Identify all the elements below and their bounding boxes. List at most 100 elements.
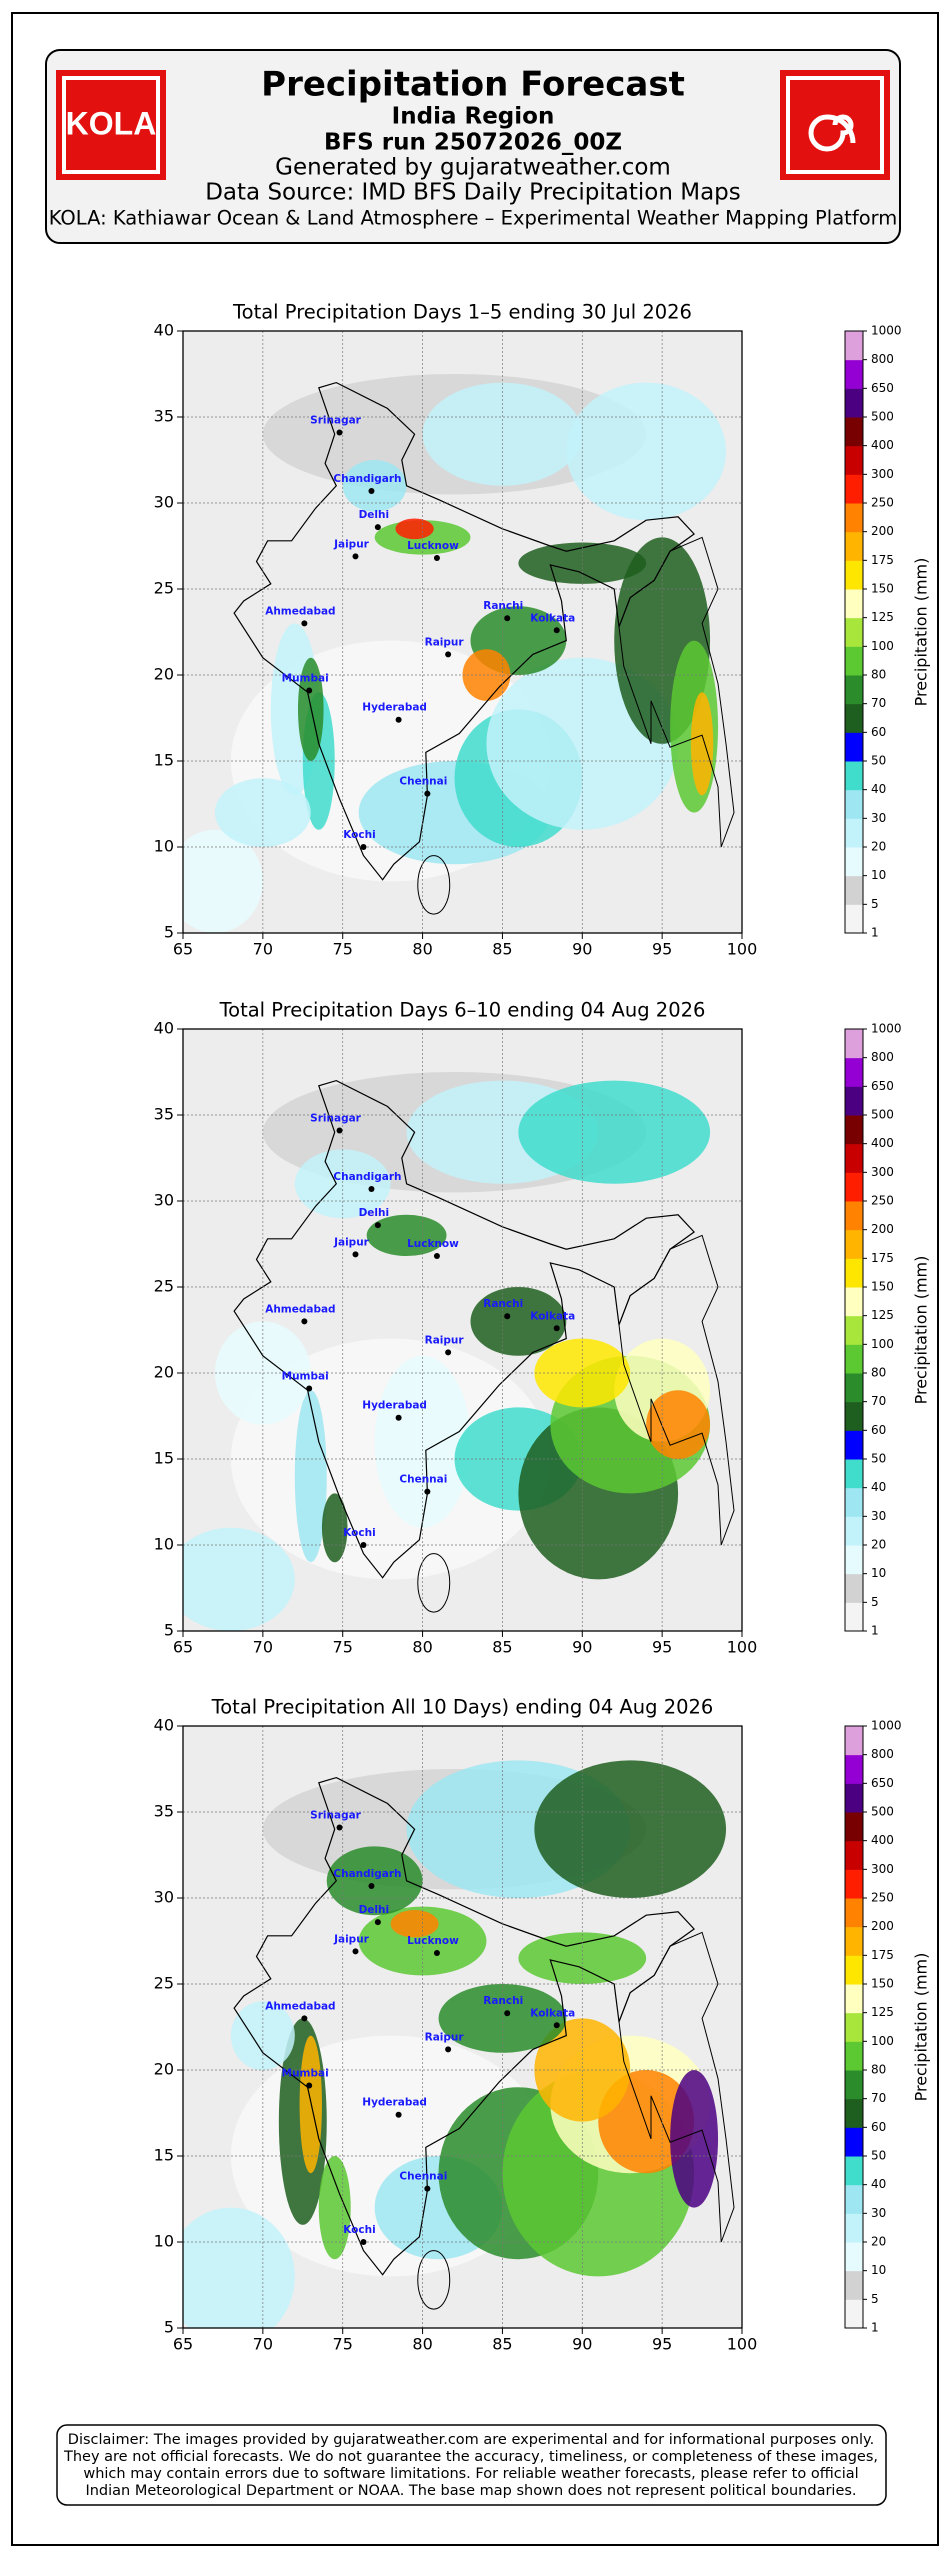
city-dot	[433, 1950, 440, 1957]
city-dot	[352, 553, 359, 560]
colorbar-band	[845, 818, 863, 848]
y-tick-label: 15	[154, 751, 174, 770]
y-tick-label: 10	[154, 837, 174, 856]
y-tick-label: 10	[154, 1535, 174, 1554]
city-label: Kochi	[343, 2224, 375, 2236]
colorbar-band	[845, 1926, 863, 1956]
x-tick-label: 70	[253, 1638, 273, 1657]
colorbar-band	[845, 1115, 863, 1145]
city-label: Ranchi	[483, 600, 523, 612]
colorbar-tick-label: 650	[871, 381, 894, 395]
city-dot	[433, 1253, 440, 1260]
country-outline	[233, 1079, 696, 1579]
colorbar-tick-label: 30	[871, 2206, 886, 2220]
city-dot	[336, 1824, 343, 1831]
city-label: Mumbai	[282, 1370, 329, 1382]
colorbar-label: Precipitation (mm)	[912, 558, 931, 707]
colorbar-band	[845, 1955, 863, 1985]
y-tick-label: 5	[164, 1621, 174, 1640]
colorbar-tick-label: 175	[871, 553, 894, 567]
map	[183, 1029, 742, 1631]
city-dot	[424, 1488, 431, 1495]
city-dot	[374, 1919, 381, 1926]
colorbar-band	[845, 531, 863, 561]
city-dot	[301, 2015, 308, 2022]
colorbar-tick-label: 125	[871, 610, 894, 624]
colorbar-tick-label: 5	[871, 1595, 879, 1609]
city-label: Ahmedabad	[265, 605, 335, 617]
panel-title: Total Precipitation Days 1–5 ending 30 J…	[232, 301, 692, 324]
colorbar-tick-label: 1	[871, 2321, 879, 2335]
colorbar-tick-label: 100	[871, 639, 894, 653]
colorbar-tick-label: 100	[871, 1337, 894, 1351]
logo-left-frame	[62, 76, 160, 174]
y-tick-label: 20	[154, 2060, 174, 2079]
city-dot	[336, 429, 343, 436]
city-dot	[352, 1251, 359, 1258]
precip-area	[566, 382, 727, 521]
colorbar-tick-label: 150	[871, 1280, 894, 1294]
precip-area	[518, 1080, 711, 1184]
city-label: Chandigarh	[333, 1868, 401, 1880]
colorbar-tick-label: 60	[871, 1423, 886, 1437]
city-dot	[360, 844, 367, 850]
city-dot	[368, 1882, 375, 1889]
precip-area	[422, 382, 583, 486]
city-dot	[504, 615, 511, 622]
y-tick-label: 30	[154, 1888, 174, 1907]
disclaimer-line: They are not official forecasts. We do n…	[63, 2449, 878, 2465]
colorbar-band	[845, 1840, 863, 1870]
colorbar-tick-label: 200	[871, 1222, 894, 1236]
x-tick-label: 90	[572, 1638, 592, 1657]
x-tick-label: 100	[727, 2335, 758, 2354]
colorbar-tick-label: 30	[871, 811, 886, 825]
x-tick-label: 90	[572, 940, 592, 959]
colorbar-tick-label: 20	[871, 840, 886, 854]
colorbar-band	[845, 617, 863, 647]
colorbar-tick-label: 50	[871, 1452, 886, 1466]
colorbar-tick-label: 250	[871, 1891, 894, 1905]
city-dot	[368, 1185, 375, 1192]
y-tick-label: 25	[154, 1974, 174, 1993]
colorbar-band	[845, 1057, 863, 1087]
city-label: Lucknow	[407, 1238, 459, 1250]
colorbar-tick-label: 500	[871, 410, 894, 424]
x-tick-label: 65	[173, 2335, 193, 2354]
colorbar-band	[845, 359, 863, 389]
colorbar-tick-label: 1000	[871, 1719, 902, 1733]
colorbar-tick-label: 400	[871, 1136, 894, 1150]
city-dot	[553, 627, 560, 634]
colorbar-band	[845, 2213, 863, 2243]
x-tick-label: 85	[492, 1638, 512, 1657]
city-label: Lucknow	[407, 1935, 459, 1947]
y-tick-label: 20	[154, 665, 174, 684]
colorbar-tick-label: 70	[871, 696, 886, 710]
city-label: Delhi	[359, 509, 390, 521]
header-line: KOLA: Kathiawar Ocean & Land Atmosphere …	[49, 207, 898, 230]
colorbar-tick-label: 40	[871, 782, 886, 796]
y-tick-label: 10	[154, 2232, 174, 2251]
city-label: Kochi	[343, 1527, 375, 1539]
colorbar-band	[845, 1545, 863, 1575]
precip-area	[646, 1390, 711, 1459]
colorbar-band	[845, 388, 863, 418]
colorbar-band	[845, 474, 863, 504]
city-dot	[306, 2082, 313, 2089]
colorbar-tick-label: 20	[871, 2235, 886, 2249]
x-tick-label: 100	[727, 1638, 758, 1657]
colorbar-tick-label: 10	[871, 1566, 886, 1580]
city-dot	[424, 790, 431, 797]
x-tick-label: 90	[572, 2335, 592, 2354]
city-label: Kochi	[343, 829, 375, 841]
x-tick-label: 85	[492, 2335, 512, 2354]
colorbar-band	[845, 2070, 863, 2100]
city-dot	[424, 2185, 431, 2192]
colorbar-band	[845, 1602, 863, 1632]
panel-title: Total Precipitation All 10 Days) ending …	[211, 1696, 714, 1719]
x-tick-label: 75	[333, 940, 353, 959]
precip-area	[294, 1390, 327, 1563]
colorbar-frame	[844, 1028, 864, 1632]
colorbar-tick-label: 400	[871, 438, 894, 452]
logo-text: KOLA	[66, 105, 157, 141]
colorbar-label: Precipitation (mm)	[912, 1256, 931, 1405]
